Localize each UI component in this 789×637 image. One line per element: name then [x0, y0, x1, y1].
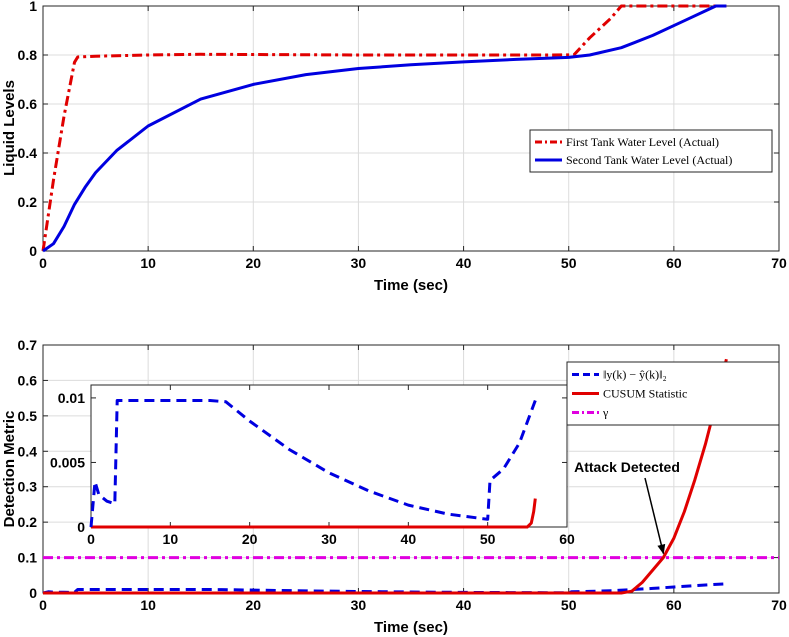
y-tick-label: 0.005	[50, 454, 85, 470]
axes-frame	[42, 5, 780, 252]
x-tick-label: 50	[480, 531, 496, 547]
y-tick-label: 0.6	[18, 372, 38, 388]
y-tick-label: 0.4	[18, 443, 38, 459]
inset-chart: 0 10 20 30 40 50 60 0 0.005 0.01	[50, 384, 575, 547]
y-tick-label: 0.4	[18, 145, 38, 161]
x-tick-label: 60	[559, 531, 575, 547]
y-tick-label: 0.5	[18, 408, 38, 424]
y-tick-label: 0.8	[18, 47, 38, 63]
legend-box	[529, 129, 773, 173]
legend-box	[566, 361, 780, 426]
x-tick-label: 30	[321, 531, 337, 547]
x-tick-label: 60	[666, 255, 682, 271]
y-tick-label: 0	[77, 519, 85, 535]
series-line	[41, 4, 727, 252]
annotation-arrow	[644, 477, 666, 555]
legend-entry: ‖y(k) − ŷ(k)‖₂	[603, 368, 667, 382]
x-tick-label: 10	[163, 531, 179, 547]
series-line	[89, 399, 537, 528]
x-tick-label: 70	[771, 255, 787, 271]
legend-entry: First Tank Water Level (Actual)	[566, 135, 719, 149]
x-axis-label: Time (sec)	[374, 619, 448, 636]
x-tick-label: 50	[561, 255, 577, 271]
x-tick-label: 40	[456, 597, 472, 613]
y-tick-label: 1	[29, 0, 37, 14]
legend-entry: Second Tank Water Level (Actual)	[566, 153, 732, 167]
plot-background	[91, 385, 567, 527]
x-tick-label: 20	[245, 255, 261, 271]
x-tick-label: 30	[351, 597, 367, 613]
series-line	[43, 358, 728, 595]
x-tick-label: 20	[245, 597, 261, 613]
y-tick-label: 0.6	[18, 96, 38, 112]
y-tick-label: 0.7	[18, 337, 38, 353]
x-axis-label: Time (sec)	[374, 277, 448, 294]
detection-metric-chart: 0 10 20 30 40 50 60 70 0 0.1 0.2 0.3 0.4 0.5 0.6 0.7 Tim…	[1, 337, 787, 636]
y-tick-label: 0	[29, 585, 37, 601]
series-line	[91, 498, 537, 529]
y-tick-label: 0.01	[58, 390, 85, 406]
y-tick-label: 0.2	[18, 514, 38, 530]
plot-background	[43, 6, 779, 251]
x-tick-label: 40	[401, 531, 417, 547]
x-tick-label: 60	[666, 597, 682, 613]
y-axis-label: Liquid Levels	[1, 80, 18, 176]
series-line	[42, 4, 727, 253]
y-tick-label: 0.1	[18, 550, 38, 566]
y-tick-label: 0	[29, 243, 37, 259]
y-tick-label: 0.3	[18, 479, 38, 495]
x-tick-label: 10	[140, 597, 156, 613]
annotation-attack-detected: Attack Detected	[574, 459, 680, 475]
x-tick-label: 0	[39, 255, 47, 271]
x-tick-label: 50	[561, 597, 577, 613]
x-tick-label: 0	[87, 531, 95, 547]
y-axis-label: Detection Metric	[1, 411, 18, 528]
x-tick-label: 0	[39, 597, 47, 613]
y-tick-label: 0.2	[18, 194, 38, 210]
x-tick-label: 30	[351, 255, 367, 271]
x-tick-label: 40	[456, 255, 472, 271]
liquid-levels-chart: 0 10 20 30 40 50 60 70 0 0.2 0.4 0.6 0.8 1 Time (sec) L…	[1, 0, 787, 294]
x-tick-label: 10	[140, 255, 156, 271]
x-tick-label: 70	[771, 597, 787, 613]
legend-entry: γ	[602, 406, 609, 420]
x-tick-label: 20	[242, 531, 258, 547]
legend-entry: CUSUM Statistic	[603, 387, 687, 401]
